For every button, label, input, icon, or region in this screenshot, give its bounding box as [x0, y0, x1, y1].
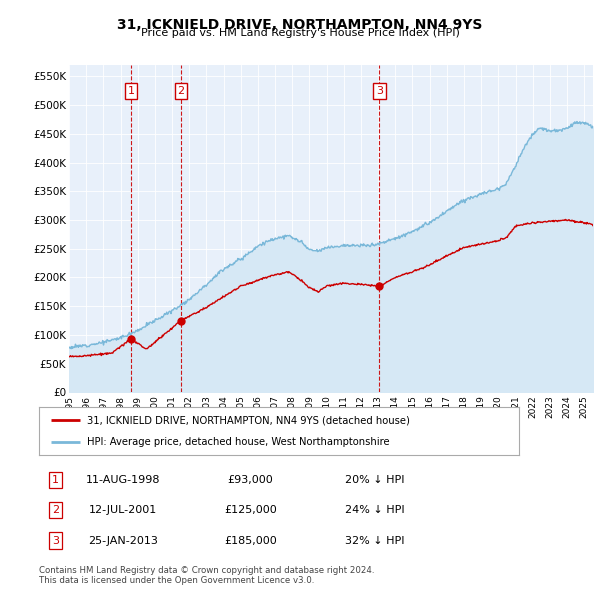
Text: Price paid vs. HM Land Registry's House Price Index (HPI): Price paid vs. HM Land Registry's House …: [140, 28, 460, 38]
Text: 2: 2: [178, 86, 185, 96]
Text: £125,000: £125,000: [224, 506, 277, 515]
Text: 25-JAN-2013: 25-JAN-2013: [88, 536, 158, 546]
Text: 2: 2: [52, 506, 59, 515]
Text: 1: 1: [127, 86, 134, 96]
Text: 31, ICKNIELD DRIVE, NORTHAMPTON, NN4 9YS (detached house): 31, ICKNIELD DRIVE, NORTHAMPTON, NN4 9YS…: [87, 415, 410, 425]
Text: 1: 1: [52, 475, 59, 485]
Text: HPI: Average price, detached house, West Northamptonshire: HPI: Average price, detached house, West…: [87, 437, 389, 447]
Text: Contains HM Land Registry data © Crown copyright and database right 2024.
This d: Contains HM Land Registry data © Crown c…: [39, 566, 374, 585]
Text: 3: 3: [376, 86, 383, 96]
Text: 31, ICKNIELD DRIVE, NORTHAMPTON, NN4 9YS: 31, ICKNIELD DRIVE, NORTHAMPTON, NN4 9YS: [118, 18, 482, 32]
Text: 32% ↓ HPI: 32% ↓ HPI: [345, 536, 405, 546]
Text: 24% ↓ HPI: 24% ↓ HPI: [345, 506, 405, 515]
Text: 11-AUG-1998: 11-AUG-1998: [86, 475, 160, 485]
Text: 20% ↓ HPI: 20% ↓ HPI: [345, 475, 405, 485]
Text: 3: 3: [52, 536, 59, 546]
Text: £93,000: £93,000: [227, 475, 273, 485]
Text: 12-JUL-2001: 12-JUL-2001: [89, 506, 157, 515]
Text: £185,000: £185,000: [224, 536, 277, 546]
